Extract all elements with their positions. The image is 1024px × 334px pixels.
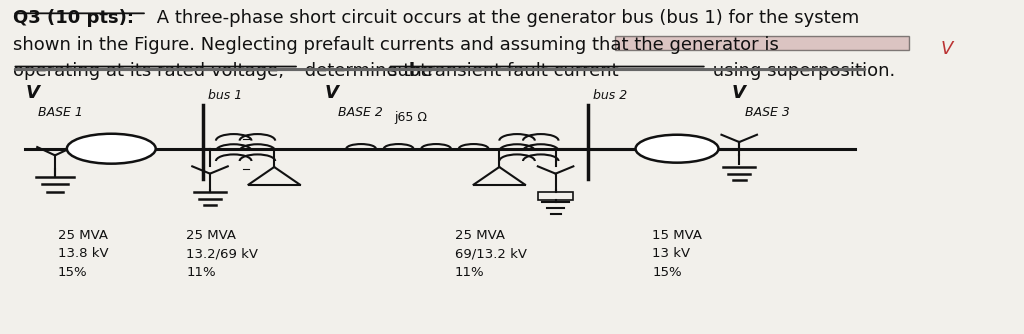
Text: BASE 3: BASE 3 <box>745 106 791 119</box>
Text: 25 MVA
69/13.2 kV
11%: 25 MVA 69/13.2 kV 11% <box>455 228 527 279</box>
Text: subtransient fault current: subtransient fault current <box>388 62 618 80</box>
Text: operating at its rated voltage,: operating at its rated voltage, <box>12 62 284 80</box>
Text: 15 MVA
13 kV
15%: 15 MVA 13 kV 15% <box>652 228 702 279</box>
Circle shape <box>67 134 156 164</box>
Text: Q3 (10 pts):: Q3 (10 pts): <box>12 9 133 27</box>
Text: V: V <box>26 84 39 102</box>
Text: A three-phase short circuit occurs at the generator bus (bus 1) for the system: A three-phase short circuit occurs at th… <box>151 9 859 27</box>
Text: V: V <box>731 84 745 102</box>
Text: BASE 1: BASE 1 <box>38 106 83 119</box>
Circle shape <box>636 135 719 163</box>
Text: V: V <box>940 40 952 58</box>
Text: using superposition.: using superposition. <box>707 62 895 80</box>
Text: V: V <box>325 84 338 102</box>
Bar <box>538 192 573 200</box>
Text: determine the: determine the <box>299 62 438 80</box>
Text: shown in the Figure. Neglecting prefault currents and assuming that the generato: shown in the Figure. Neglecting prefault… <box>12 36 778 54</box>
Text: j65 Ω: j65 Ω <box>394 111 427 124</box>
Text: 25 MVA
13.8 kV
15%: 25 MVA 13.8 kV 15% <box>58 228 109 279</box>
Text: M: M <box>671 142 683 156</box>
Text: BASE 2: BASE 2 <box>338 106 383 119</box>
Text: bus 2: bus 2 <box>593 89 628 102</box>
Text: G: G <box>105 142 117 156</box>
Text: bus 1: bus 1 <box>208 89 243 102</box>
Text: 25 MVA
13.2/69 kV
11%: 25 MVA 13.2/69 kV 11% <box>186 228 258 279</box>
FancyBboxPatch shape <box>614 36 909 49</box>
